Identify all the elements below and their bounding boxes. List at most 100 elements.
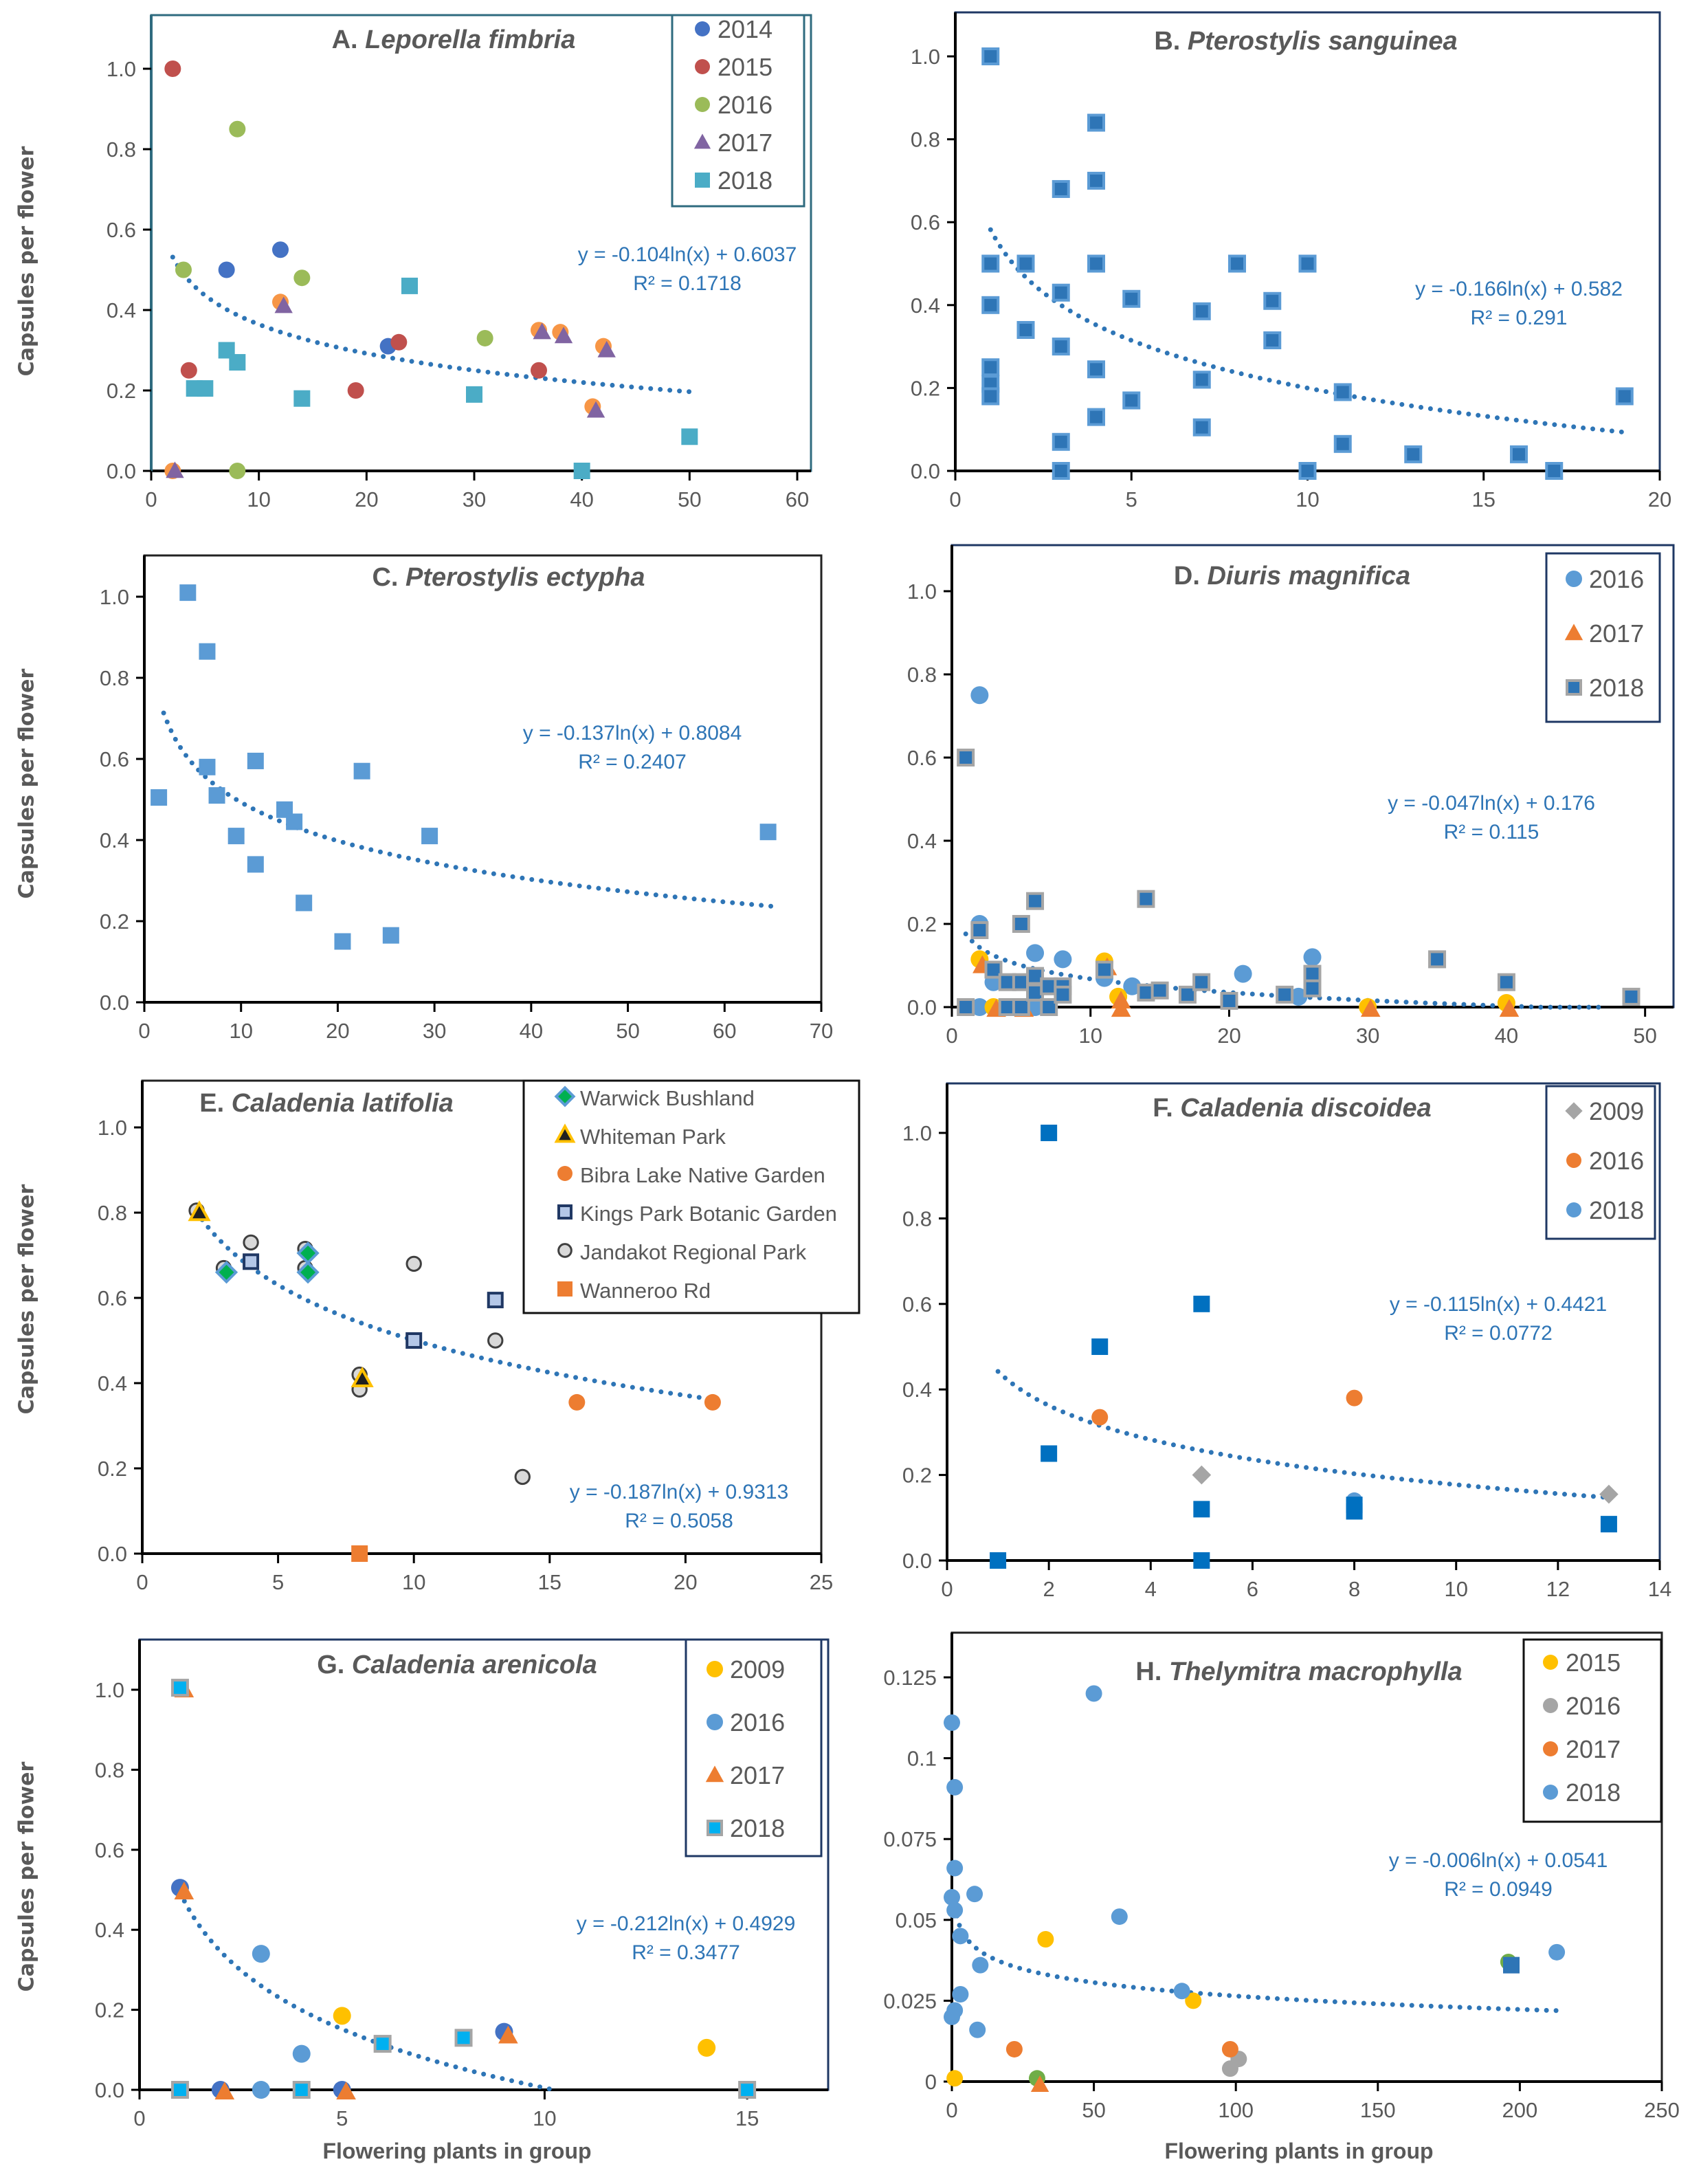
legend-item-2017: 2017 — [705, 1761, 785, 1789]
data-point — [970, 998, 989, 1016]
panel-title: C. Pterostylis ectypha — [372, 563, 645, 592]
data-point — [981, 358, 1000, 377]
data-point — [554, 327, 573, 344]
data-point — [1052, 179, 1070, 198]
y-tick-label: 0.2 — [95, 1998, 124, 2022]
data-point — [1303, 948, 1322, 967]
legend-label: Whiteman Park — [580, 1125, 726, 1149]
legend-box — [671, 14, 805, 208]
data-point — [1193, 1501, 1210, 1518]
legend: 2009 2016 2018 — [1545, 1085, 1656, 1240]
series-wanneroo-rd — [351, 1545, 368, 1562]
data-point — [197, 380, 214, 397]
legend-marker-icon — [695, 21, 710, 36]
data-point — [347, 382, 364, 399]
data-point — [351, 1366, 374, 1388]
y-tick-label: 1.0 — [907, 580, 937, 604]
data-point — [984, 960, 1003, 979]
data-point — [1545, 462, 1564, 480]
data-point — [759, 824, 777, 841]
legend-label: 2016 — [1566, 1692, 1621, 1720]
data-point — [681, 428, 698, 445]
data-point — [946, 1901, 964, 1919]
legend-marker-icon — [1543, 1785, 1558, 1800]
y-tick-label: 0.0 — [907, 995, 937, 1019]
legend-marker-icon — [695, 173, 710, 188]
legend-item-2009: 2009 — [707, 1655, 785, 1684]
data-point — [1040, 998, 1058, 1016]
data-point — [170, 1679, 189, 1697]
data-point — [164, 60, 181, 77]
legend-marker-icon — [1543, 1741, 1558, 1756]
series-2009 — [1192, 1465, 1619, 1504]
x-tick-label: 20 — [1217, 1024, 1241, 1048]
data-point — [1346, 1503, 1363, 1520]
data-point — [597, 340, 616, 357]
trendline — [952, 1904, 1559, 2014]
legend-label: 2018 — [1589, 674, 1644, 702]
legend-box — [522, 1079, 860, 1314]
data-point — [466, 386, 482, 403]
series-2018 — [186, 277, 698, 479]
y-tick-label: 0.0 — [911, 459, 940, 483]
data-point — [1052, 432, 1070, 451]
data-point — [252, 1945, 270, 1963]
y-axis-title: Capsules per flower — [15, 1184, 39, 1414]
data-point — [401, 277, 418, 294]
data-point — [1263, 331, 1282, 350]
legend-item-warwick-bushland: Warwick Bushland — [554, 1085, 755, 1110]
y-tick-label: 0.4 — [907, 829, 937, 853]
data-point — [252, 2081, 270, 2099]
data-point — [944, 1714, 960, 1731]
data-point — [1087, 254, 1105, 273]
chart-f: 0 2 4 6 8 10 12 14 0.0 0.2 0.4 0.6 0.8 1.0 F. Caladeni… — [902, 1082, 1671, 1601]
x-tick-label: 100 — [1218, 2098, 1254, 2122]
data-point — [334, 933, 351, 950]
legend: 2016 2017 2018 — [1545, 552, 1661, 723]
chart-c: 0 10 20 30 40 50 60 70 0.0 0.2 0.4 0.6 0.8 1.0 Capsule… — [15, 554, 833, 1043]
x-tick-label: 30 — [463, 487, 486, 511]
legend-marker-icon — [705, 1765, 724, 1783]
series-2018s — [1503, 1956, 1520, 1974]
y-tick-label: 0.8 — [95, 1758, 124, 1782]
series-2018 — [957, 749, 1641, 1016]
data-point — [573, 463, 590, 479]
panel-title: D. Diuris magnifica — [1174, 562, 1410, 591]
trendline — [170, 254, 692, 395]
data-point — [229, 120, 246, 137]
x-tick-label: 6 — [1247, 1577, 1258, 1601]
data-point — [981, 387, 1000, 406]
series-2017 — [166, 296, 616, 478]
data-point — [170, 2081, 189, 2099]
data-point — [990, 1552, 1007, 1569]
data-point — [944, 1888, 960, 1906]
legend-label: 2015 — [718, 53, 772, 81]
x-tick-label: 25 — [810, 1570, 833, 1594]
chart-d: 0 10 20 30 40 50 0.0 0.2 0.4 0.6 0.8 1.0 D. Diuris m… — [907, 544, 1675, 1048]
series-2015 — [946, 1931, 1202, 2087]
data-point — [981, 254, 1000, 273]
data-point — [292, 2044, 311, 2063]
data-point — [373, 2035, 392, 2053]
trendline-equation: y = -0.104ln(x) + 0.6037 — [578, 243, 797, 266]
legend-item-2016: 2016 — [707, 1708, 785, 1736]
trendline — [194, 1209, 715, 1402]
legend-item-2016: 2016 — [1566, 1147, 1644, 1175]
data-point — [970, 921, 989, 940]
legend-item-2016: 2016 — [695, 91, 772, 119]
data-point — [174, 1882, 194, 1900]
x-tick-label: 0 — [138, 1019, 150, 1043]
y-tick-label: 0.8 — [911, 128, 940, 152]
x-tick-label: 15 — [1472, 487, 1496, 511]
data-point — [247, 752, 264, 769]
data-point — [487, 1332, 504, 1349]
x-tick-label: 0 — [946, 1024, 957, 1048]
legend-marker-icon — [557, 1204, 572, 1220]
legend-marker-icon — [707, 1820, 723, 1836]
data-point — [199, 643, 216, 660]
data-point — [738, 2081, 757, 2099]
data-point — [1193, 1552, 1210, 1569]
